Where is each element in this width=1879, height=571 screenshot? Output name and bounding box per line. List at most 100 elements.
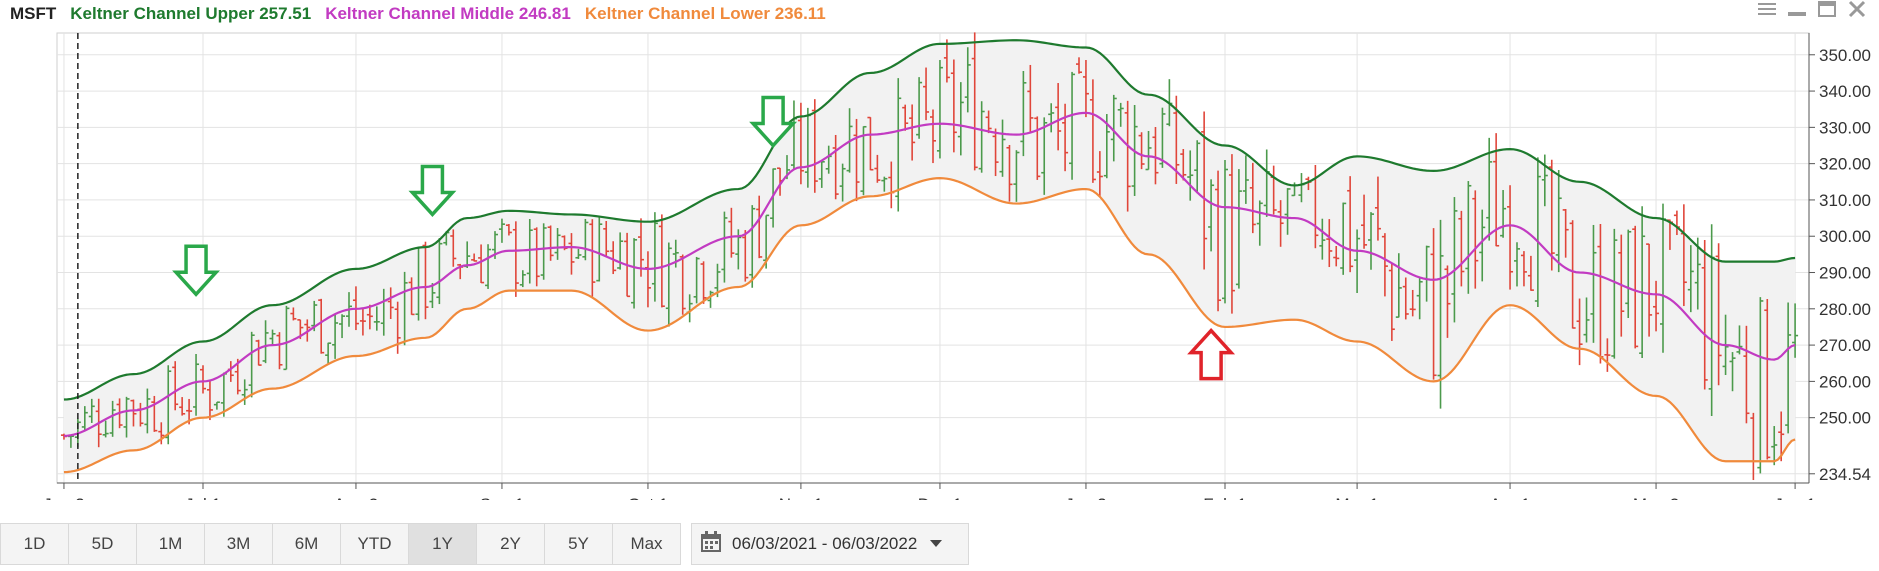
- y-tick-label: 350.00: [1819, 46, 1871, 65]
- ohlc-bar: [923, 67, 930, 121]
- ohlc-bar: [1465, 181, 1472, 294]
- legend-lower: Keltner Channel Lower 236.11: [584, 4, 826, 23]
- ohlc-bar: [1333, 245, 1340, 267]
- ohlc-bar: [1062, 103, 1069, 172]
- ohlc-bar: [749, 205, 756, 288]
- ohlc-bar: [172, 361, 179, 411]
- menu-icon[interactable]: [1757, 0, 1777, 18]
- range-button-1y[interactable]: 1Y: [408, 523, 476, 565]
- ohlc-bar: [1013, 150, 1020, 202]
- chevron-down-icon: [929, 534, 943, 554]
- range-button-1d[interactable]: 1D: [0, 523, 68, 565]
- keltner-middle-line: [63, 111, 1796, 437]
- ohlc-bar: [679, 254, 686, 315]
- ohlc-bar: [721, 211, 728, 283]
- ohlc-bar: [1514, 242, 1520, 287]
- range-button-max[interactable]: Max: [612, 523, 681, 565]
- ohlc-bar: [554, 228, 561, 260]
- ohlc-bar: [1256, 200, 1263, 246]
- ohlc-bar: [1527, 255, 1534, 291]
- range-button-5y[interactable]: 5Y: [544, 523, 612, 565]
- ohlc-bar: [943, 39, 950, 83]
- ohlc-bar: [193, 353, 200, 416]
- x-tick-label: Sep 1: [480, 495, 524, 500]
- close-icon[interactable]: [1847, 0, 1867, 18]
- ohlc-bar: [436, 238, 443, 305]
- ohlc-bar: [1583, 297, 1590, 343]
- ohlc-bar: [1611, 228, 1618, 359]
- range-selector: 1D 5D 1M 3M 6M YTD 1Y 2Y 5Y Max: [0, 523, 681, 565]
- range-button-2y[interactable]: 2Y: [476, 523, 544, 565]
- x-tick-label: Feb 1: [1203, 495, 1246, 500]
- ohlc-bar: [1520, 251, 1527, 287]
- ohlc-bar: [832, 134, 839, 200]
- ohlc-bar: [589, 219, 596, 297]
- ohlc-bar: [853, 118, 860, 202]
- ohlc-bar: [1089, 79, 1096, 183]
- ohlc-bar: [158, 422, 165, 445]
- ohlc-bar: [366, 304, 373, 330]
- arrow-down-icon: [172, 244, 221, 297]
- date-range-picker[interactable]: 06/03/2021 - 06/03/2022: [691, 523, 969, 565]
- minimize-icon[interactable]: [1787, 0, 1807, 18]
- range-button-ytd[interactable]: YTD: [340, 523, 408, 565]
- ohlc-bar: [262, 320, 269, 364]
- ohlc-bar: [658, 214, 665, 308]
- ohlc-bar: [526, 218, 533, 284]
- range-button-6m[interactable]: 6M: [272, 523, 340, 565]
- ohlc-bar: [1458, 210, 1465, 287]
- ohlc-bar: [1500, 190, 1507, 238]
- ohlc-bar: [811, 99, 818, 193]
- ohlc-bar: [200, 365, 206, 394]
- ohlc-bar: [1340, 202, 1347, 275]
- ohlc-bar: [318, 298, 325, 354]
- ohlc-bar: [1416, 278, 1423, 320]
- ohlc-bar: [1208, 179, 1215, 252]
- ohlc-bar: [547, 225, 554, 261]
- range-button-1m[interactable]: 1M: [136, 523, 204, 565]
- ohlc-bar: [1653, 280, 1660, 332]
- ohlc-bar: [1562, 209, 1569, 258]
- ohlc-bar: [1249, 162, 1256, 234]
- ohlc-bar: [1159, 107, 1166, 168]
- ohlc-bar: [276, 332, 283, 370]
- ohlc-bar: [1194, 140, 1201, 194]
- range-button-3m[interactable]: 3M: [204, 523, 272, 565]
- ohlc-bar: [596, 215, 603, 282]
- ohlc-bar: [1507, 185, 1514, 290]
- price-chart[interactable]: 350.00 340.00 330.00 320.00 310.00 300.00 290.…: [0, 0, 1879, 500]
- ohlc-bar: [1569, 220, 1576, 329]
- range-button-5d[interactable]: 5D: [68, 523, 136, 565]
- ohlc-bar: [1604, 338, 1611, 372]
- ohlc-bar: [1639, 206, 1646, 359]
- ohlc-bar: [151, 395, 158, 432]
- ohlc-bar: [860, 125, 867, 196]
- ohlc-bar: [916, 77, 923, 139]
- maximize-icon[interactable]: [1817, 0, 1837, 18]
- keltner-lower-line: [63, 177, 1796, 474]
- ohlc-bar: [638, 218, 644, 277]
- ohlc-bar: [930, 109, 936, 164]
- ohlc-bar: [1222, 159, 1228, 304]
- y-tick-label: 290.00: [1819, 264, 1871, 283]
- ohlc-bar: [1006, 144, 1013, 202]
- x-tick-label: Jul 1: [185, 495, 221, 500]
- ohlc-bar: [1082, 60, 1089, 118]
- ohlc-bar: [1757, 297, 1764, 474]
- ohlc-bar: [1361, 194, 1368, 249]
- channel-band-fill: [63, 40, 1796, 473]
- y-tick-label: 280.00: [1819, 300, 1871, 319]
- ohlc-bar: [519, 270, 526, 288]
- ohlc-bar: [512, 221, 519, 297]
- ohlc-bar: [992, 128, 999, 177]
- ohlc-bar: [936, 60, 943, 159]
- ohlc-bar: [985, 110, 992, 134]
- ohlc-bar: [81, 406, 88, 431]
- ohlc-bar: [408, 277, 415, 316]
- ohlc-bar: [179, 397, 186, 416]
- ohlc-bar: [1729, 352, 1736, 392]
- ohlc-bar: [582, 218, 589, 261]
- ohlc-bar: [978, 101, 985, 173]
- ohlc-bar: [450, 229, 457, 267]
- ohlc-bar: [1228, 154, 1235, 314]
